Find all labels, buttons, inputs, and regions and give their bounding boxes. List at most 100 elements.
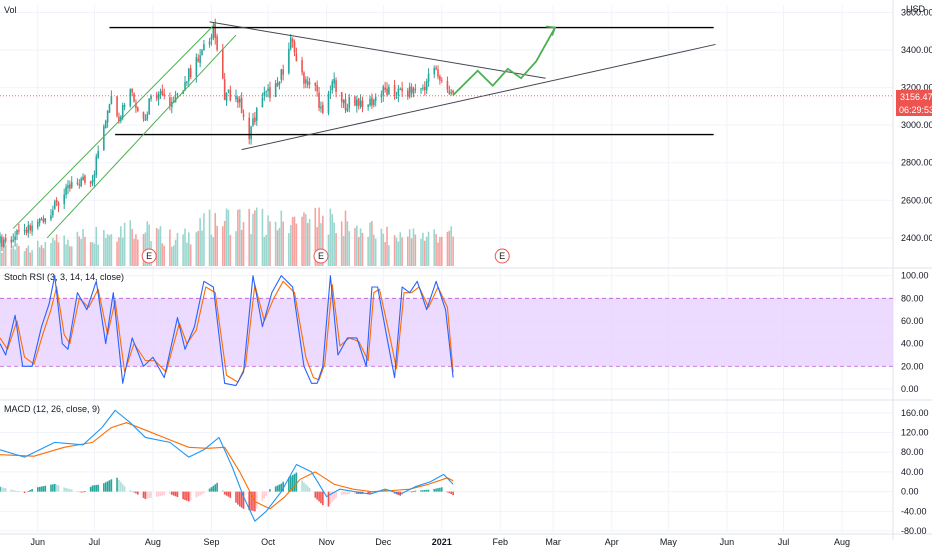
volume-bar [340, 221, 343, 266]
volume-bar [118, 237, 120, 266]
volume-bar [425, 236, 428, 266]
macd-histogram-bar [367, 491, 369, 495]
candle-body [23, 229, 26, 231]
volume-bar [393, 235, 396, 266]
candle-body [103, 126, 105, 150]
volume-bar [412, 228, 415, 266]
volume-bar [184, 228, 186, 266]
candle-body [252, 118, 254, 126]
time-tick-label: Nov [319, 537, 336, 547]
volume-bar [327, 234, 330, 266]
candle-body [414, 88, 417, 90]
volume-bar [221, 226, 224, 266]
volume-bar [142, 234, 145, 266]
projection-arrow [452, 27, 556, 96]
candle-body [82, 176, 84, 181]
volume-bar [263, 236, 266, 266]
candle-body [214, 24, 217, 39]
candle-body [448, 90, 451, 95]
candle-body [29, 225, 32, 231]
macd-histogram-bar [252, 491, 254, 511]
stoch-rsi-pane[interactable]: Stoch RSI (3, 3, 14, 14, close) 0.00 20.0… [0, 271, 929, 394]
volume-bar [203, 213, 205, 266]
triangle-lower-line [241, 43, 716, 151]
macd-histogram-bar [216, 482, 218, 492]
volume-bar [348, 231, 351, 266]
macd-histogram-bar [329, 491, 332, 505]
macd-histogram-bar [433, 488, 436, 492]
price-axis: 2400.00 2600.00 2800.00 3000.00 3200.00 3400.… [901, 8, 932, 243]
volume-bar [201, 230, 203, 266]
time-tick-label: Feb [493, 537, 509, 547]
volume-bar [435, 234, 437, 266]
macd-histogram-bar [146, 491, 149, 499]
candle-body [382, 86, 385, 96]
macd-histogram-bar [306, 486, 309, 492]
macd-histogram-bar [197, 491, 200, 497]
macd-pane[interactable]: MACD (12, 26, close, 9) -80.00 -40.00 0.00… [0, 404, 929, 536]
earnings-marker-label: E [146, 251, 152, 261]
countdown-badge [896, 103, 932, 116]
candle-body [278, 81, 281, 85]
volume-bar [195, 232, 198, 266]
last-price-value: 3156.47 [900, 92, 932, 102]
candle-body [367, 104, 369, 107]
volume-bar [344, 210, 347, 266]
candle-body [439, 76, 441, 81]
volume-bar [1, 252, 3, 266]
volume-bar [91, 242, 94, 266]
volume-bar [172, 245, 175, 266]
volume-bar [433, 229, 436, 266]
volume-bar [293, 216, 296, 266]
macd-histogram-bar [14, 490, 16, 492]
volume-bar [80, 239, 82, 266]
volume-bar [408, 229, 411, 266]
volume-bar [174, 239, 177, 266]
earnings-marker-label: E [318, 251, 324, 261]
volume-bar [38, 247, 41, 266]
volume-bar [314, 207, 317, 266]
currency-label: USD [906, 4, 926, 14]
candle-body [374, 96, 377, 101]
volume-bar [157, 229, 160, 266]
volume-bar [31, 249, 33, 266]
volume-bar [129, 220, 132, 266]
candle-body [406, 90, 409, 97]
candle-body [50, 215, 52, 220]
macd-histogram-bar [95, 484, 98, 492]
macd-histogram-bar [27, 491, 30, 492]
candle-body [237, 97, 239, 103]
candle-body [169, 97, 171, 106]
price-pane[interactable]: Vol USD E E E 2400.00 2600.00 2800.00 3000.00… [0, 4, 932, 266]
volume-bar [148, 224, 150, 266]
candle-body [423, 86, 426, 91]
volume-bar [131, 229, 133, 266]
macd-histogram-bar [18, 491, 20, 493]
candle-body [203, 44, 205, 51]
candle-body [195, 57, 198, 77]
candle-body [395, 97, 398, 99]
volume-bar [189, 244, 192, 266]
axis-tick-label: 80.00 [901, 293, 924, 303]
macd-histogram-bar [129, 490, 132, 492]
volume-bar [427, 231, 430, 266]
time-axis[interactable]: Jun Jul Aug Sep Oct Nov Dec 2021 Feb Mar Apr May Jun… [31, 537, 851, 547]
macd-histogram-bar [406, 491, 409, 493]
candle-body [340, 92, 343, 102]
candle-body [269, 87, 271, 98]
volume-bar [280, 210, 283, 266]
macd-histogram-bar [25, 491, 28, 493]
candle-body [106, 111, 109, 123]
macd-histogram-bar [23, 491, 26, 494]
trendline-drawings[interactable] [0, 21, 893, 239]
macd-histogram-bar [57, 485, 60, 492]
macd-histogram-bar [144, 491, 147, 500]
candle-body [361, 100, 364, 108]
volume-bar [248, 208, 251, 266]
volume-bar [439, 236, 441, 266]
macd-histogram-bar [42, 486, 45, 492]
macd-histogram-bar [342, 491, 345, 495]
candle-body [320, 106, 322, 109]
